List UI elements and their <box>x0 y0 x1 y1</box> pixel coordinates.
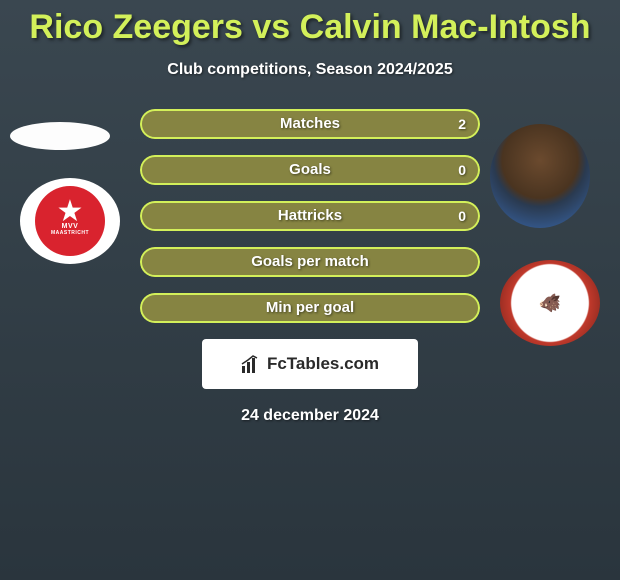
page-title: Rico Zeegers vs Calvin Mac-Intosh <box>0 0 620 47</box>
player-left-avatar <box>10 122 110 150</box>
subtitle: Club competitions, Season 2024/2025 <box>0 61 620 79</box>
club-left-badge: ★ MVV MAASTRICHT <box>20 178 120 264</box>
club-left-badge-inner: ★ MVV MAASTRICHT <box>35 186 105 256</box>
date-text: 24 december 2024 <box>0 407 620 425</box>
stat-row: Goals0 <box>140 155 480 185</box>
player-right-avatar <box>490 124 590 228</box>
bar-chart-icon <box>241 354 261 374</box>
stat-label: Hattricks <box>140 201 480 231</box>
club-left-line2: MAASTRICHT <box>51 230 89 236</box>
stat-row: Matches2 <box>140 109 480 139</box>
stat-row: Min per goal <box>140 293 480 323</box>
branding-text: FcTables.com <box>267 354 379 374</box>
title-text: Rico Zeegers vs Calvin Mac-Intosh <box>29 8 590 46</box>
star-icon: ★ <box>57 201 84 223</box>
branding-box: FcTables.com <box>202 339 418 389</box>
club-left-line1: MVV <box>62 223 79 230</box>
stat-row: Goals per match <box>140 247 480 277</box>
boar-icon: 🐗 <box>539 293 561 314</box>
stat-label: Min per goal <box>140 293 480 323</box>
stat-value-right: 0 <box>458 155 466 185</box>
stat-value-right: 2 <box>458 109 466 139</box>
stat-label: Goals per match <box>140 247 480 277</box>
stat-row: Hattricks0 <box>140 201 480 231</box>
club-right-badge-inner: 🐗 <box>527 280 573 326</box>
stats-container: Matches2Goals0Hattricks0Goals per matchM… <box>140 109 480 323</box>
stat-value-right: 0 <box>458 201 466 231</box>
club-right-badge: 🐗 <box>500 260 600 346</box>
stat-label: Goals <box>140 155 480 185</box>
stat-label: Matches <box>140 109 480 139</box>
